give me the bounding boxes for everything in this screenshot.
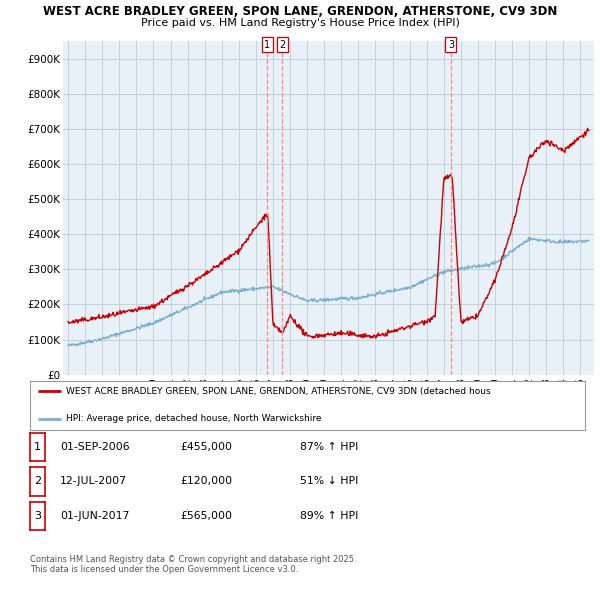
Text: Price paid vs. HM Land Registry's House Price Index (HPI): Price paid vs. HM Land Registry's House … (140, 18, 460, 28)
Text: 51% ↓ HPI: 51% ↓ HPI (300, 477, 358, 486)
Text: 12-JUL-2007: 12-JUL-2007 (60, 477, 127, 486)
Text: 1: 1 (34, 442, 41, 452)
Text: £565,000: £565,000 (180, 511, 232, 520)
Text: Contains HM Land Registry data © Crown copyright and database right 2025.
This d: Contains HM Land Registry data © Crown c… (30, 555, 356, 574)
Text: 2: 2 (279, 40, 286, 50)
Text: 89% ↑ HPI: 89% ↑ HPI (300, 511, 358, 520)
Text: 01-SEP-2006: 01-SEP-2006 (60, 442, 130, 452)
Text: 87% ↑ HPI: 87% ↑ HPI (300, 442, 358, 452)
Text: HPI: Average price, detached house, North Warwickshire: HPI: Average price, detached house, Nort… (66, 414, 322, 423)
Text: £455,000: £455,000 (180, 442, 232, 452)
Text: 01-JUN-2017: 01-JUN-2017 (60, 511, 130, 520)
Text: £120,000: £120,000 (180, 477, 232, 486)
Text: 3: 3 (34, 511, 41, 520)
Text: 3: 3 (448, 40, 454, 50)
Text: 2: 2 (34, 477, 41, 486)
Text: 1: 1 (265, 40, 271, 50)
Text: WEST ACRE BRADLEY GREEN, SPON LANE, GRENDON, ATHERSTONE, CV9 3DN: WEST ACRE BRADLEY GREEN, SPON LANE, GREN… (43, 5, 557, 18)
Text: WEST ACRE BRADLEY GREEN, SPON LANE, GRENDON, ATHERSTONE, CV9 3DN (detached hous: WEST ACRE BRADLEY GREEN, SPON LANE, GREN… (66, 387, 491, 396)
